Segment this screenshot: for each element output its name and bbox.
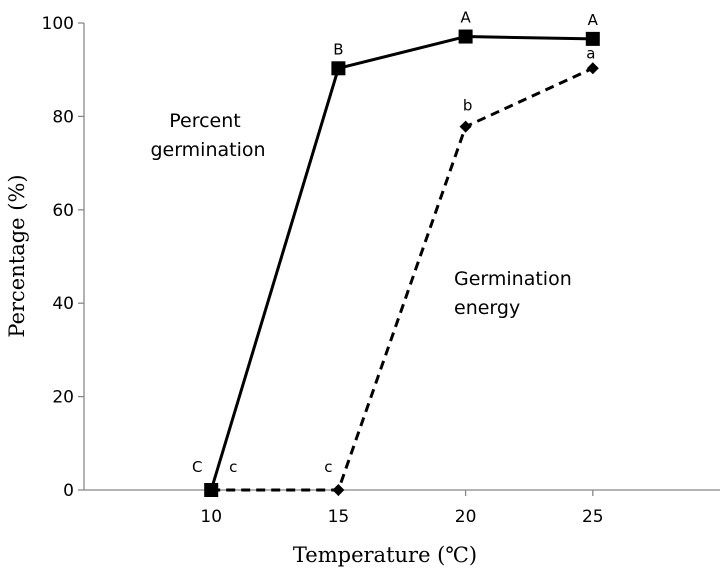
data-point-germination-energy — [205, 484, 218, 496]
y-tick-label: 100 — [42, 14, 74, 34]
data-point-percent-germination — [331, 61, 346, 76]
series-markers — [204, 29, 600, 497]
y-tick-label: 80 — [52, 107, 74, 127]
y-tick-label: 40 — [52, 294, 74, 314]
data-point-percent-germination — [458, 29, 473, 44]
x-axis-title: Temperature (℃) — [293, 543, 477, 567]
data-point-germination-energy — [459, 120, 472, 133]
significance-letter: c — [324, 458, 332, 476]
series-label-line: germination — [150, 139, 265, 161]
x-tick-label: 10 — [200, 507, 222, 527]
series-lines — [209, 35, 594, 492]
x-ticks: 10 15 20 25 — [200, 490, 604, 527]
series-label-line: energy — [454, 297, 520, 319]
x-tick-label: 25 — [582, 507, 604, 527]
letter-labels: C B A Ac c b a — [192, 9, 599, 476]
series-label-germination-energy: Germination energy — [454, 268, 578, 319]
series-label-line: Germination — [454, 268, 572, 290]
significance-letter: c — [229, 458, 237, 476]
x-tick-label: 15 — [328, 507, 350, 527]
significance-letter: B — [333, 40, 343, 58]
significance-letter: A — [460, 9, 471, 27]
series-label-line: Percent — [169, 110, 241, 132]
series-line-percent-germination — [209, 35, 593, 491]
data-point-germination-energy — [586, 62, 599, 75]
x-tick-label: 20 — [455, 507, 477, 527]
significance-letter: C — [192, 458, 202, 476]
significance-letter: b — [463, 97, 473, 115]
y-tick-label: 20 — [52, 388, 74, 408]
y-tick-label: 60 — [52, 201, 74, 221]
series-label-percent-germination: Percent germination — [150, 110, 265, 161]
y-tick-label: 0 — [63, 481, 74, 501]
y-axis-title: Percentage (%) — [5, 174, 29, 337]
significance-letter: A — [588, 11, 599, 29]
data-point-germination-energy — [332, 484, 345, 496]
series-line-germination-energy — [211, 66, 594, 492]
data-point-percent-germination — [585, 31, 600, 46]
axes — [83, 23, 720, 491]
significance-letter: a — [586, 44, 595, 62]
y-ticks: 0 20 40 60 80 100 — [42, 14, 84, 501]
